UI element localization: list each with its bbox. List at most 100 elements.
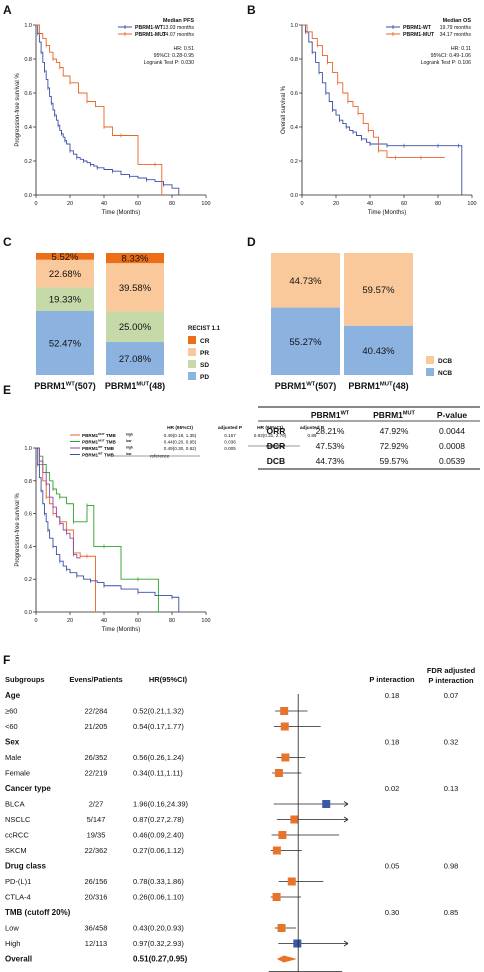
forest-row-events: 22/362 xyxy=(85,846,108,855)
panel-b-series-line-1 xyxy=(302,24,445,159)
forest-group-title: TMB (cutoff 20%) xyxy=(5,908,71,917)
panel-d-bar-segment-ncb xyxy=(271,307,340,375)
forest-row-label: <60 xyxy=(5,722,18,731)
panel-c-bar-value-label: 5.52% xyxy=(52,252,79,263)
panel-e-hr2-value: 0.93(0.31, 2.79) xyxy=(254,433,287,438)
panel-e-y-tick-label: 0.8 xyxy=(24,479,32,485)
panel-d-legend-label: DCB xyxy=(438,358,452,365)
panel-a-x-tick-label: 40 xyxy=(101,201,107,207)
forest-row-hr-text: 0.43(0.20,0.93) xyxy=(133,924,184,933)
forest-p-interaction: 0.18 xyxy=(385,691,400,700)
panel-b-series-line-0 xyxy=(302,24,463,195)
panel-a-x-tick-label: 100 xyxy=(201,201,210,207)
panel-e-x-tick-label: 80 xyxy=(169,618,175,624)
panel-d-legend-label: NCB xyxy=(438,370,452,377)
forest-row-label: BLCA xyxy=(5,800,25,809)
panel-e-legend-label: PBRM1MUT TMB xyxy=(82,439,116,445)
panel-c-legend-label: SD xyxy=(200,362,209,369)
panel-c-bar-segment-pd xyxy=(106,341,164,375)
panel-a-y-tick-label: 0.8 xyxy=(24,57,32,63)
panel-c-bar-value-label: 8.33% xyxy=(122,254,149,265)
panel-letter-a: A xyxy=(3,3,12,17)
forest-row-events: 5/147 xyxy=(87,815,106,824)
panel-letter-e: E xyxy=(3,383,11,397)
panel-b-x-tick-label: 0 xyxy=(300,201,303,207)
panel-e-legend-sup: low xyxy=(126,439,132,443)
panel-e-x-axis-label: Time (Months) xyxy=(102,627,140,633)
forest-p-interaction: 0.18 xyxy=(385,738,400,747)
panel-c-legend-label: CR xyxy=(200,338,210,345)
panel-e-table-header: HR (95%CI) xyxy=(167,425,193,431)
panel-e-x-tick-label: 40 xyxy=(101,618,107,624)
forest-p-interaction: 0.05 xyxy=(385,862,400,871)
panel-e-p-value: 0.005 xyxy=(224,446,236,451)
forest-group-title: Drug class xyxy=(5,862,46,871)
forest-p-interaction: 0.30 xyxy=(385,908,400,917)
panel-b-legend-value: 19.79 months xyxy=(440,25,472,31)
forest-point-estimate xyxy=(278,831,287,839)
panel-d-bar-segment-ncb xyxy=(344,325,413,375)
panel-e-series-line-2 xyxy=(36,447,81,559)
forest-row-hr-text: 0.26(0.06,1.10) xyxy=(133,893,184,902)
table-cell: 0.0539 xyxy=(439,456,465,466)
panel-e-p-value: 0.167 xyxy=(224,433,236,438)
panel-e-x-tick-label: 0 xyxy=(34,618,37,624)
panel-c-bar-segment-pd xyxy=(36,310,94,375)
panel-b-x-axis-label: Time (Months) xyxy=(368,210,406,216)
forest-group-title: Cancer type xyxy=(5,784,51,793)
panel-letter-b: B xyxy=(247,3,256,17)
panel-a-x-tick-label: 80 xyxy=(169,201,175,207)
forest-point-estimate xyxy=(281,753,290,762)
panel-c-bar-value-label: 52.47% xyxy=(49,338,82,349)
panel-e-table-header: HR (95%CI) xyxy=(257,425,283,431)
panel-d-category-label: PBRM1MUT(48) xyxy=(348,381,408,391)
panel-e-legend-label: PBRM1WT TMB xyxy=(82,445,115,451)
forest-fdr-value: 0.32 xyxy=(444,738,459,747)
forest-header-fdr-2: P interaction xyxy=(428,676,474,685)
panel-c-category-label: PBRM1WT(507) xyxy=(34,381,96,391)
table-cell: 0.0044 xyxy=(439,426,465,436)
panel-e-legend-sup: high xyxy=(126,446,133,450)
panel-e-series-line-3 xyxy=(36,447,180,612)
panel-e-y-tick-label: 0.4 xyxy=(24,544,32,550)
panel-a-y-axis-label: Progression-free survival % xyxy=(15,73,21,147)
panel-b-legend-label: PBRM1-WT xyxy=(403,25,432,31)
panel-c-bar-value-label: 22.68% xyxy=(49,269,82,280)
forest-row-events: 19/35 xyxy=(87,831,106,840)
panel-b-y-tick-label: 0.8 xyxy=(290,57,298,63)
forest-point-estimate xyxy=(274,769,283,777)
forest-row-events: 12/113 xyxy=(85,939,107,948)
panel-d-legend-swatch xyxy=(426,356,434,364)
panel-a-x-tick-label: 0 xyxy=(34,201,37,207)
table-cell: 0.0008 xyxy=(439,441,465,451)
panel-a-x-axis-label: Time (Months) xyxy=(102,210,140,216)
panel-c-bar-segment-cr xyxy=(106,253,164,264)
panel-e-x-tick-label: 20 xyxy=(67,618,73,624)
forest-point-estimate xyxy=(322,800,331,808)
panel-a-stat-text: Logrank Test P: 0.030 xyxy=(144,60,194,66)
panel-e-y-tick-label: 1.0 xyxy=(24,446,32,452)
panel-e-legend-sup: high xyxy=(126,433,133,437)
forest-fdr-value: 0.13 xyxy=(444,784,459,793)
forest-group-title: Age xyxy=(5,691,21,700)
table-row-label: DCR xyxy=(267,441,285,451)
panel-c-legend-label: PR xyxy=(200,350,209,357)
forest-row-hr-text: 0.56(0.26,1.24) xyxy=(133,753,184,762)
forest-row-label: NSCLC xyxy=(5,815,31,824)
panel-b-legend-label: PBRM1-MUT xyxy=(403,32,435,38)
forest-row-events: 21/205 xyxy=(85,722,108,731)
panel-a-legend-title: Median PFS xyxy=(163,18,195,24)
forest-p-interaction: 0.02 xyxy=(385,784,400,793)
panel-c-legend-swatch xyxy=(188,360,196,368)
forest-point-estimate xyxy=(277,924,286,932)
panel-e-hr-value: 0.44(0.20, 0.95) xyxy=(164,440,197,445)
panel-e-y-tick-label: 0.6 xyxy=(24,512,32,518)
forest-overall-label: Overall xyxy=(5,955,32,964)
panel-letter-c: C xyxy=(3,235,12,249)
panel-d-bar-value-label: 40.43% xyxy=(362,346,395,357)
table-cell: 47.53% xyxy=(316,441,345,451)
panel-e-reference-label-2: reference xyxy=(150,454,170,459)
forest-row-hr-text: 0.97(0.32,2.93) xyxy=(133,939,184,948)
panel-b-stat-text: Logrank Test P: 0.106 xyxy=(421,60,471,66)
